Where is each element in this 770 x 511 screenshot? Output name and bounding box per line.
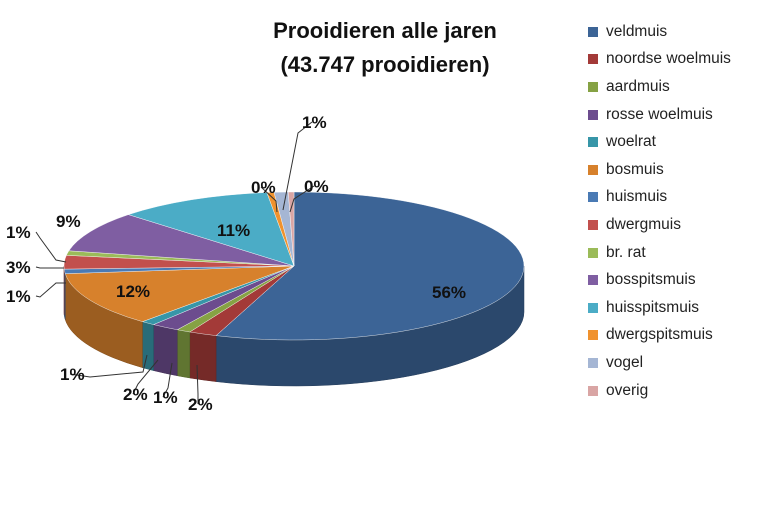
legend-item-aardmuis: aardmuis <box>588 73 731 101</box>
leader-line-br-rat <box>35 231 67 263</box>
slice-side-rosse-woelmuis <box>153 324 178 377</box>
legend-label: huisspitsmuis <box>606 298 700 316</box>
legend-swatch <box>588 137 598 148</box>
legend-item-rosse-woelmuis: rosse woelmuis <box>588 101 731 129</box>
legend-label: bosspitsmuis <box>606 271 696 289</box>
data-label-rosse-woelmuis: 2% <box>123 385 148 404</box>
legend-item-vogel: vogel <box>588 349 731 377</box>
data-label-bosmuis: 12% <box>116 282 150 301</box>
legend-swatch <box>588 26 598 37</box>
leader-line-woelrat <box>69 354 148 378</box>
legend-swatch <box>588 247 598 258</box>
data-label-br-rat: 1% <box>6 223 31 242</box>
legend-label: dwergmuis <box>606 215 681 233</box>
legend-swatch <box>588 192 598 203</box>
legend: veldmuis noordse woelmuis aardmuis rosse wo… <box>588 18 731 404</box>
leader-line-noordse-woelmuis <box>196 364 199 404</box>
data-label-aardmuis: 1% <box>153 388 178 407</box>
leader-line-dwergspitsmuis <box>260 186 278 213</box>
slice-side-noordse-woelmuis <box>189 331 217 382</box>
legend-swatch <box>588 219 598 230</box>
data-label-veldmuis: 56% <box>432 283 466 302</box>
leader-line-vogel <box>282 121 313 211</box>
data-label-vogel: 1% <box>302 113 327 132</box>
legend-item-noordse-woelmuis: noordse woelmuis <box>588 46 731 74</box>
slice-bosspitsmuis <box>68 214 295 267</box>
legend-swatch <box>588 81 598 92</box>
legend-item-overig: overig <box>588 377 731 405</box>
legend-swatch <box>588 302 598 313</box>
legend-swatch <box>588 54 598 65</box>
legend-item-bosmuis: bosmuis <box>588 156 731 184</box>
legend-swatch <box>588 330 598 341</box>
legend-label: noordse woelmuis <box>606 50 731 68</box>
legend-label: rosse woelmuis <box>606 105 713 123</box>
legend-item-dwergspitsmuis: dwergspitsmuis <box>588 322 731 350</box>
legend-item-huisspitsmuis: huisspitsmuis <box>588 294 731 322</box>
leader-line-huismuis <box>35 282 66 298</box>
chart-subtitle: (43.747 prooidieren) <box>280 52 490 77</box>
slice-veldmuis <box>215 191 525 341</box>
data-label-woelrat: 1% <box>60 365 85 384</box>
chart-title-block: Prooidieren alle jaren (43.747 prooidier… <box>230 14 540 82</box>
legend-swatch <box>588 109 598 120</box>
data-label-huisspitsmuis: 11% <box>217 221 250 240</box>
slice-huisspitsmuis <box>127 192 295 267</box>
data-label-bosspitsmuis: 9% <box>56 212 81 231</box>
legend-label: dwergspitsmuis <box>606 326 713 344</box>
data-label-noordse-woelmuis: 2% <box>188 395 213 414</box>
slice-side-aardmuis <box>176 329 191 379</box>
legend-swatch <box>588 164 598 175</box>
legend-swatch <box>588 385 598 396</box>
slice-bosmuis <box>64 265 295 322</box>
legend-swatch <box>588 357 598 368</box>
legend-label: aardmuis <box>606 77 670 95</box>
legend-label: br. rat <box>606 243 646 261</box>
leader-line-aardmuis <box>162 362 173 398</box>
legend-item-veldmuis: veldmuis <box>588 18 731 46</box>
slice-side-woelrat <box>142 321 154 371</box>
legend-item-br-rat: br. rat <box>588 239 731 267</box>
data-label-dwergmuis: 3% <box>6 258 31 277</box>
legend-item-bosspitsmuis: bosspitsmuis <box>588 266 731 294</box>
legend-label: huismuis <box>606 188 668 206</box>
leader-line-dwergmuis <box>35 266 64 269</box>
legend-label: overig <box>606 381 649 399</box>
legend-label: vogel <box>606 353 644 371</box>
leader-line-rosse-woelmuis <box>132 359 159 395</box>
legend-label: bosmuis <box>606 160 664 178</box>
chart-title: Prooidieren alle jaren <box>273 18 497 43</box>
legend-item-woelrat: woelrat <box>588 128 731 156</box>
data-label-dwergspitsmuis: 0% <box>251 178 276 197</box>
slice-overig <box>288 191 295 267</box>
data-label-huismuis: 1% <box>6 287 31 306</box>
data-label-overig: 0% <box>304 177 329 196</box>
legend-item-huismuis: huismuis <box>588 184 731 212</box>
legend-label: veldmuis <box>606 22 668 40</box>
leader-line-overig <box>289 185 315 213</box>
legend-label: woelrat <box>606 133 656 151</box>
legend-item-dwergmuis: dwergmuis <box>588 211 731 239</box>
legend-swatch <box>588 275 598 286</box>
